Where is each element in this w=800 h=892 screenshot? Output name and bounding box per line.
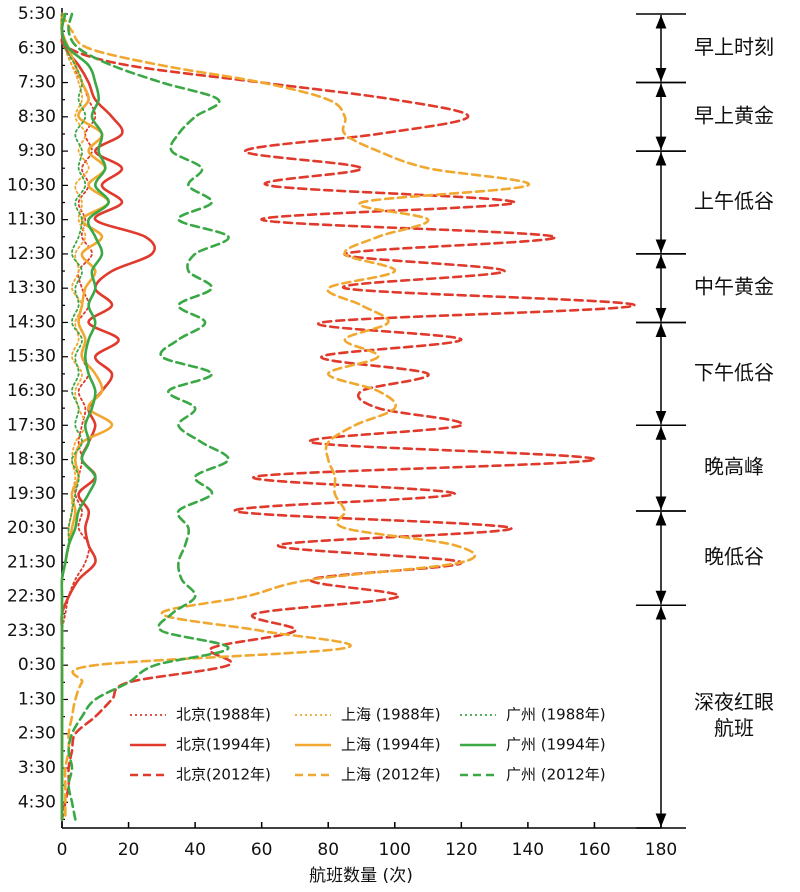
y-tick-label: 12:30 xyxy=(7,244,56,264)
period-label: 航班 xyxy=(714,716,754,740)
y-tick-label: 17:30 xyxy=(7,415,56,435)
legend-label: 广州 (1994年) xyxy=(506,736,606,754)
y-tick-label: 23:30 xyxy=(7,621,56,641)
series-line xyxy=(60,12,531,821)
series-line xyxy=(67,12,230,821)
y-tick-label: 1:30 xyxy=(18,689,56,709)
period-label: 早上黄金 xyxy=(694,103,774,127)
x-axis-label: 航班数量 (次) xyxy=(309,866,413,886)
period-label: 晚高峰 xyxy=(704,455,764,479)
legend-label: 北京(2012年) xyxy=(176,766,271,784)
y-tick-label: 3:30 xyxy=(18,758,56,778)
x-tick-label: 100 xyxy=(379,840,411,860)
legend-label: 广州 (2012年) xyxy=(506,766,606,784)
y-tick-label: 10:30 xyxy=(7,175,56,195)
y-tick-label: 15:30 xyxy=(7,347,56,367)
legend-label: 北京(1988年) xyxy=(176,706,271,724)
y-tick-label: 21:30 xyxy=(7,552,56,572)
period-label: 上午低谷 xyxy=(694,189,774,213)
x-tick-label: 60 xyxy=(251,840,273,860)
period-label: 深夜红眼 xyxy=(694,690,774,714)
y-tick-label: 11:30 xyxy=(7,210,56,230)
y-tick-label: 9:30 xyxy=(18,141,56,161)
legend-label: 上海 (1994年) xyxy=(341,736,441,754)
y-tick-label: 22:30 xyxy=(7,587,56,607)
y-tick-label: 14:30 xyxy=(7,312,56,332)
y-tick-label: 6:30 xyxy=(18,38,56,58)
x-tick-label: 180 xyxy=(645,840,677,860)
series-line xyxy=(60,12,114,821)
x-tick-label: 0 xyxy=(57,840,68,860)
y-tick-label: 8:30 xyxy=(18,107,56,127)
period-label: 下午低谷 xyxy=(694,360,774,384)
series-line xyxy=(60,13,87,821)
y-tick-label: 19:30 xyxy=(7,484,56,504)
period-label: 早上时刻 xyxy=(694,35,774,59)
legend-label: 广州 (1988年) xyxy=(506,706,606,724)
y-tick-label: 7:30 xyxy=(18,73,56,93)
period-label: 中午黄金 xyxy=(694,275,774,299)
legend-label: 上海 (2012年) xyxy=(341,766,441,784)
x-tick-label: 80 xyxy=(317,840,339,860)
series-line xyxy=(60,12,110,821)
period-label: 晚低谷 xyxy=(704,545,764,569)
legend-label: 北京(1994年) xyxy=(176,736,271,754)
x-tick-label: 40 xyxy=(184,840,206,860)
x-tick-label: 120 xyxy=(445,840,477,860)
x-tick-label: 160 xyxy=(578,840,610,860)
y-tick-label: 5:30 xyxy=(18,4,56,24)
series-line xyxy=(60,12,636,821)
legend-label: 上海 (1988年) xyxy=(341,706,441,724)
y-tick-label: 18:30 xyxy=(7,450,56,470)
y-tick-label: 16:30 xyxy=(7,381,56,401)
y-tick-label: 0:30 xyxy=(18,655,56,675)
y-tick-label: 13:30 xyxy=(7,278,56,298)
x-tick-label: 140 xyxy=(512,840,544,860)
y-tick-label: 2:30 xyxy=(18,724,56,744)
y-tick-label: 4:30 xyxy=(18,792,56,812)
x-tick-label: 20 xyxy=(118,840,140,860)
y-tick-label: 20:30 xyxy=(7,518,56,538)
